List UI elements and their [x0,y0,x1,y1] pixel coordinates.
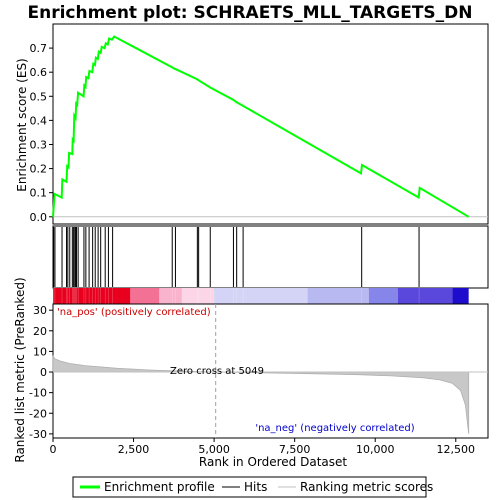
legend-metric-label: Ranking metric scores [300,480,433,494]
es-y-tick-label: 0.6 [30,66,48,79]
legend-hits-label: Hits [244,480,267,494]
colorbar-segment [214,288,308,304]
colorbar-segment [130,288,160,304]
es-panel: 0.0 0.1 0.2 0.3 0.4 0.5 0.6 0.7 [30,23,489,225]
es-y-tick-label: 0.5 [30,90,48,103]
neg-correlated-label: 'na_neg' (negatively correlated) [255,423,414,434]
es-y-axis-title: Enrichment score (ES) [15,58,29,191]
x-tick-label: 0 [50,443,57,456]
hits-panel [52,225,489,289]
es-y-tick-label: 0.4 [30,114,48,127]
legend-enrichment-label: Enrichment profile [104,480,215,494]
metric-y-tick-label: -20 [29,407,47,420]
metric-y-tick-label: 30 [33,304,47,317]
ranking-metric-area [52,355,470,434]
colorbar-segment [397,288,453,304]
colorbar-segment [181,288,215,304]
es-y-tick-label: 0.0 [30,211,48,224]
x-tick-label: 5,000 [198,443,230,456]
es-y-tick-label: 0.3 [30,138,48,151]
x-tick-label: 7,500 [279,443,311,456]
colorbar-segment [368,288,398,304]
es-plot-frame [52,23,489,225]
colorbar-segment [53,288,131,304]
legend: Enrichment profile Hits Ranking metric s… [72,476,433,498]
enrichment-profile-line [52,35,470,218]
metric-y-tick-label: 0 [40,366,47,379]
metric-y-axis-title: Ranked list metric (PreRanked) [13,277,27,462]
chart-title: Enrichment plot: SCHRAETS_MLL_TARGETS_DN [27,3,472,23]
metric-y-tick-label: -10 [29,387,47,400]
colorbar-segment [307,288,369,304]
es-y-tick-label: 0.2 [30,163,48,176]
colorbar-segment [159,288,182,304]
colorbar-segment [452,288,469,304]
metric-y-tick-label: 20 [33,325,47,338]
legend-box [72,476,427,498]
metric-y-tick-label: -30 [29,428,47,441]
hits-frame [52,225,489,289]
zero-cross-label: Zero cross at 5049 [170,366,264,377]
es-y-tick-label: 0.7 [30,42,48,55]
metric-y-tick-label: 10 [33,345,47,358]
es-y-tick-label: 0.1 [30,187,48,200]
x-tick-label: 2,500 [118,443,150,456]
pos-correlated-label: 'na_pos' (positively correlated) [57,307,211,318]
colorbar-panel [53,288,469,304]
x-axis-title: Rank in Ordered Dataset [199,455,347,469]
x-tick-label: 10,000 [356,443,395,456]
x-tick-label: 12,500 [437,443,476,456]
